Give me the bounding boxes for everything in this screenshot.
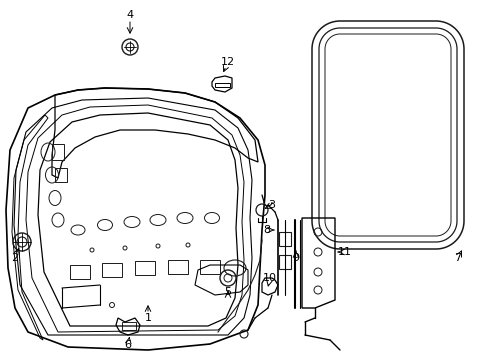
Text: 6: 6 [124,340,131,350]
Text: 9: 9 [292,253,299,263]
Text: 7: 7 [453,253,461,263]
Bar [279,255,290,269]
Bar [135,261,155,275]
Bar [55,168,67,182]
Text: 4: 4 [126,10,133,20]
Text: 11: 11 [337,247,351,257]
Bar [200,260,220,274]
Text: 8: 8 [263,225,270,235]
Text: 10: 10 [263,273,276,283]
Bar [168,260,187,274]
Text: 2: 2 [11,253,19,263]
Bar [102,263,122,277]
Bar [279,232,290,246]
Text: 5: 5 [224,287,231,297]
Text: 12: 12 [221,57,235,67]
Bar [70,265,90,279]
Text: 3: 3 [268,200,275,210]
Text: 1: 1 [144,313,151,323]
Bar [52,144,64,160]
